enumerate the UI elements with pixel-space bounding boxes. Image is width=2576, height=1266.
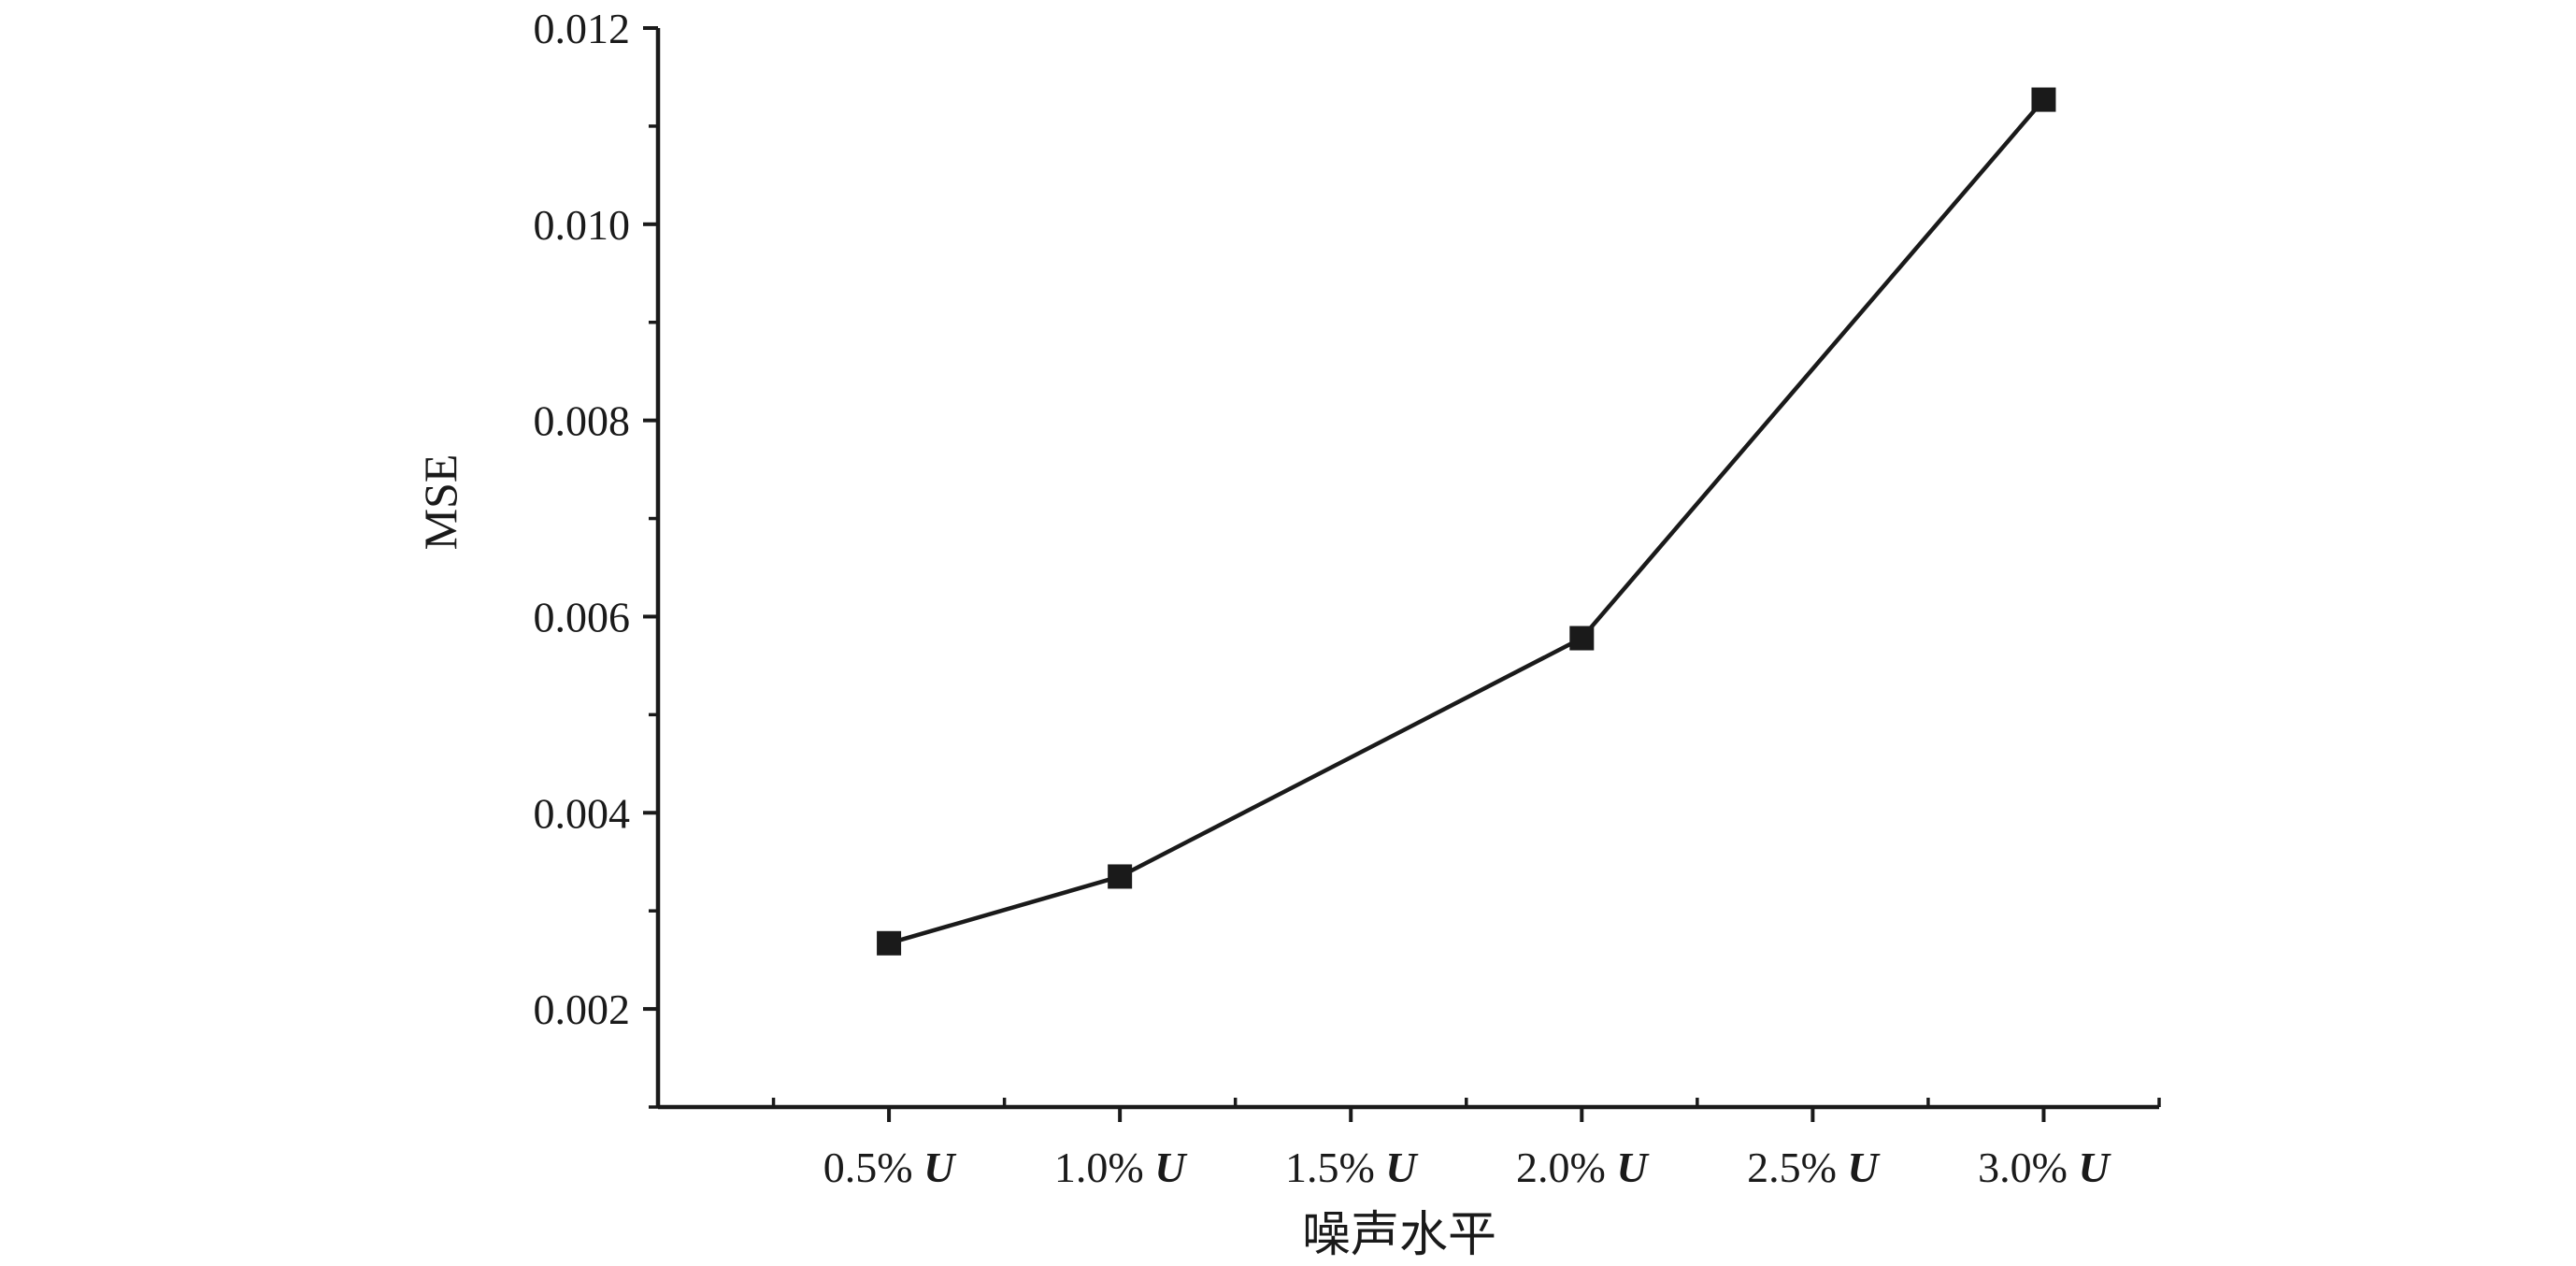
data-point-marker — [1108, 864, 1133, 889]
series-line — [888, 98, 2046, 945]
y-axis-ticks: 0.002 0.004 0.006 0.008 0.010 0.012 — [534, 5, 658, 1109]
y-tick-label: 0.010 — [534, 201, 631, 249]
y-tick-label: 0.008 — [534, 397, 631, 445]
y-tick-label: 0.002 — [534, 985, 631, 1033]
x-axis-ticks: 0.5% U 1.0% U 1.5% U 2.0% U 2.5% U 3.0% U — [771, 1098, 2161, 1191]
x-tick-label: 2.0% U — [1516, 1144, 1650, 1191]
x-tick-label: 0.5% U — [823, 1144, 957, 1191]
data-point-marker — [1569, 626, 1595, 651]
data-point-marker — [2031, 87, 2056, 112]
x-tick-label: 2.5% U — [1747, 1144, 1881, 1191]
x-tick-label: 3.0% U — [1978, 1144, 2111, 1191]
axes — [655, 28, 2159, 1110]
y-tick-label: 0.004 — [534, 789, 631, 837]
y-tick-label: 0.006 — [534, 593, 631, 640]
x-axis-title: 噪声水平 — [1302, 1207, 1496, 1263]
x-tick-label: 1.0% U — [1054, 1144, 1188, 1191]
data-point-marker — [877, 930, 902, 956]
series-group — [877, 87, 2056, 956]
x-tick-label: 1.5% U — [1285, 1144, 1419, 1191]
y-axis-title: MSE — [414, 454, 466, 551]
y-tick-label: 0.012 — [534, 5, 631, 52]
